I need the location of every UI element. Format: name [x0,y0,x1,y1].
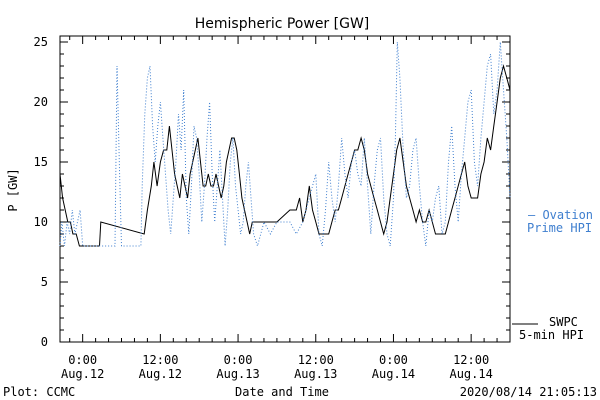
x-tick-label-date: Aug.14 [372,367,415,381]
x-tick-label-time: 0:00 [68,353,97,367]
x-tick-label-time: 0:00 [224,353,253,367]
legend: — Ovation Prime HPI SWPC 5-min HPI [512,208,593,342]
y-tick-label: 15 [34,155,48,169]
x-tick-label-time: 0:00 [379,353,408,367]
legend-ovation-line2: Prime HPI [527,221,592,235]
legend-swpc-line1: SWPC [549,315,578,329]
plot-area: 05101520250:00Aug.1212:00Aug.120:00Aug.1… [34,35,511,381]
footer-timestamp: 2020/08/14 21:05:13 [460,385,597,399]
x-tick-label-date: Aug.14 [449,367,492,381]
x-tick-label-date: Aug.13 [294,367,337,381]
y-tick-label: 5 [41,275,48,289]
legend-swpc-line2: 5-min HPI [519,328,584,342]
plot-frame [59,35,511,343]
chart-title: Hemispheric Power [GW] [195,16,370,32]
x-tick-label-time: 12:00 [142,353,178,367]
y-tick-label: 20 [34,95,48,109]
x-tick-label-time: 12:00 [453,353,489,367]
series-swpc-line [59,64,511,247]
x-axis-label: Date and Time [235,385,329,399]
y-tick-label: 10 [34,215,48,229]
x-tick-label-date: Aug.12 [61,367,104,381]
series-ovation-line [59,41,511,248]
x-tick-label-date: Aug.12 [139,367,182,381]
footer-plot-credit: Plot: CCMC [3,385,75,399]
legend-ovation-line1: — Ovation [528,208,593,222]
x-tick-label-time: 12:00 [298,353,334,367]
y-tick-label: 25 [34,35,48,49]
y-tick-label: 0 [41,335,48,349]
x-tick-label-date: Aug.13 [216,367,259,381]
y-axis-label: P [GW] [6,168,20,211]
